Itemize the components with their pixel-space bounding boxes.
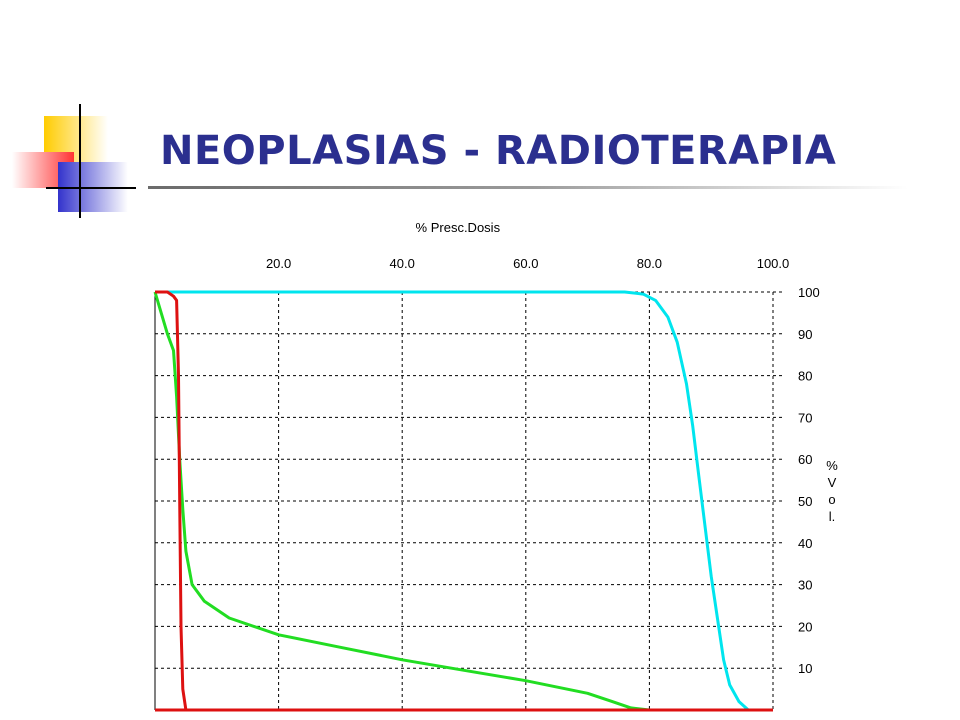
x-tick-label: 80.0 (637, 256, 662, 271)
x-tick-label: 40.0 (390, 256, 415, 271)
y-tick-label: 60 (798, 452, 812, 467)
y-tick-label: 80 (798, 369, 812, 384)
series-line-0 (155, 290, 750, 712)
y-tick-label: 10 (798, 661, 812, 676)
x-tick-label: 20.0 (266, 256, 291, 271)
x-axis-title: % Presc.Dosis (416, 220, 501, 235)
series-line-1 (153, 291, 650, 712)
y-tick-label: 50 (798, 494, 812, 509)
y-tick-label: 20 (798, 619, 812, 634)
x-tick-label: 60.0 (513, 256, 538, 271)
slide-logo-decoration (12, 104, 136, 218)
title-underline (148, 186, 908, 189)
y-tick-label: 90 (798, 327, 812, 342)
y-tick-label: 100 (798, 285, 820, 300)
y-tick-label: 40 (798, 536, 812, 551)
x-tick-label: 100.0 (757, 256, 790, 271)
y-tick-label: 70 (798, 410, 812, 425)
y-tick-label: 30 (798, 578, 812, 593)
slide-title: NEOPLASIAS - RADIOTERAPIA (160, 128, 837, 174)
series-line-2 (155, 290, 188, 711)
